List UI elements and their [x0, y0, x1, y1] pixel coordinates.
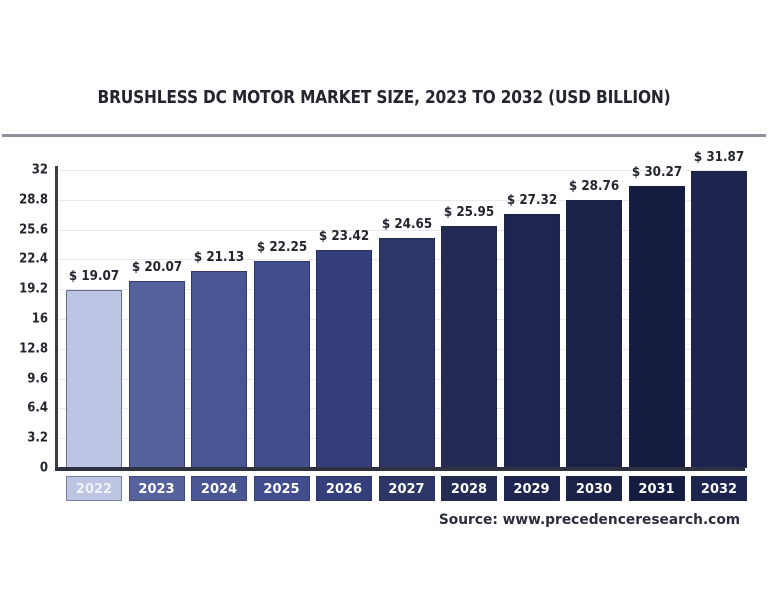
gridline — [58, 199, 745, 201]
bar-column: $ 19.07 — [66, 170, 122, 468]
bar-column: $ 25.95 — [441, 170, 497, 468]
bar-column: $ 30.27 — [628, 165, 685, 468]
bar-value-label: $ 19.07 — [68, 269, 120, 285]
bar-value-label: $ 20.07 — [131, 260, 182, 276]
x-axis-year-chips: 2022 2023 2024 2025 2026 2027 2028 2029 2030 2031… — [55, 476, 747, 502]
y-axis-tick-label: 19.2 — [19, 281, 48, 297]
bar[interactable] — [503, 213, 560, 468]
bar[interactable] — [691, 171, 747, 468]
bar-value-label: $ 23.42 — [318, 228, 370, 244]
bar-value-label: $ 31.87 — [693, 150, 745, 166]
y-axis-tick-label: 6.4 — [27, 400, 48, 416]
x-axis-year-chip-2032[interactable]: 2032 — [691, 476, 747, 501]
x-axis-line — [55, 467, 745, 471]
bar[interactable] — [441, 226, 497, 468]
x-axis-year-chip-2026[interactable]: 2026 — [316, 476, 372, 501]
bar-value-label: $ 22.25 — [256, 239, 307, 255]
bar[interactable] — [128, 281, 185, 468]
y-axis-tick-label: 25.6 — [19, 222, 48, 238]
bar-column: $ 28.76 — [566, 170, 622, 468]
y-axis-tick-label: 32 — [31, 162, 48, 178]
y-axis-tick-label: 16 — [31, 311, 48, 327]
y-axis-tick-label: 22.4 — [19, 251, 48, 267]
x-axis-year-chip-2023[interactable]: 2023 — [128, 476, 185, 501]
bar[interactable] — [566, 200, 622, 468]
x-axis-year-chip-2024[interactable]: 2024 — [191, 476, 247, 501]
chart-title: BRUSHLESS DC MOTOR MARKET SIZE, 2023 TO … — [97, 88, 671, 108]
x-axis-year-chip-2027[interactable]: 2027 — [378, 476, 435, 501]
bar-column: $ 31.87 — [691, 150, 747, 468]
title-block: BRUSHLESS DC MOTOR MARKET SIZE, 2023 TO … — [0, 88, 768, 108]
y-axis-tick-label: 12.8 — [19, 341, 48, 357]
bar[interactable] — [66, 290, 122, 468]
plot-area: $ 19.07 $ 20.07 $ 21.13 $ 22.25 $ 23.42 $ 24.… — [55, 150, 747, 471]
bar-column: $ 22.25 — [253, 170, 310, 468]
bar-value-label: $ 24.65 — [381, 217, 432, 233]
x-axis-year-chip-2022[interactable]: 2022 — [66, 476, 122, 501]
y-axis-tick-labels: 32 28.8 25.6 22.4 19.2 16 12.8 9.6 6.4 3.2 0 — [0, 163, 48, 476]
x-axis-year-chip-2030[interactable]: 2030 — [566, 476, 622, 501]
bar-column: $ 24.65 — [378, 170, 435, 468]
source-attribution: Source: www.precedenceresearch.com — [438, 512, 740, 528]
title-divider — [2, 134, 766, 137]
x-axis-year-chip-2028[interactable]: 2028 — [441, 476, 497, 501]
x-axis-year-chip-2025[interactable]: 2025 — [253, 476, 310, 501]
bar[interactable] — [316, 249, 372, 468]
gridline — [58, 229, 745, 231]
bar-column: $ 21.13 — [191, 170, 247, 468]
bar-value-label: $ 30.27 — [631, 165, 682, 181]
bar-column: $ 23.42 — [316, 170, 372, 468]
bar-value-label: $ 27.32 — [506, 192, 557, 208]
bar-column: $ 20.07 — [128, 170, 185, 468]
y-axis-tick-label: 9.6 — [27, 371, 48, 387]
bar[interactable] — [191, 271, 247, 468]
y-axis-tick-label: 28.8 — [19, 192, 48, 208]
bar-value-label: $ 21.13 — [193, 250, 245, 266]
bar-value-label: $ 28.76 — [568, 179, 620, 195]
gridline — [58, 170, 745, 171]
y-axis-line — [55, 166, 58, 468]
bar-column: $ 27.32 — [503, 170, 560, 468]
x-axis-year-chip-2029[interactable]: 2029 — [503, 476, 560, 501]
y-axis-tick-label: 0 — [39, 460, 48, 476]
y-axis-tick-label: 3.2 — [27, 430, 48, 446]
bar[interactable] — [253, 260, 310, 468]
x-axis-year-chip-2031[interactable]: 2031 — [628, 476, 685, 501]
bar-value-label: $ 25.95 — [443, 205, 495, 221]
bar[interactable] — [628, 186, 685, 468]
bar[interactable] — [378, 238, 435, 468]
